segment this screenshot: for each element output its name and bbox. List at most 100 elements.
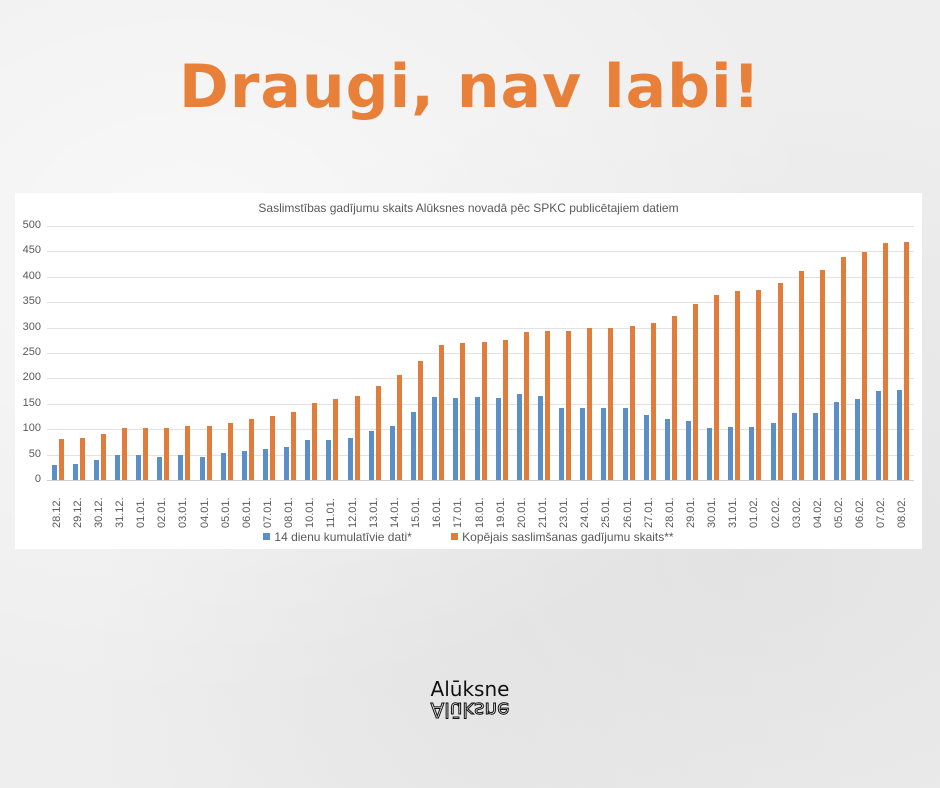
bar-14-day bbox=[537, 396, 543, 480]
x-tick-label: 02.01. bbox=[156, 497, 169, 528]
bar-total bbox=[122, 428, 127, 480]
bar-14-day bbox=[897, 390, 903, 480]
bar-total bbox=[206, 426, 212, 480]
gridline bbox=[47, 302, 914, 304]
x-tick-label: 03.01. bbox=[177, 497, 190, 528]
chart-panel: Saslimstības gadījumu skaits Alūksnes no… bbox=[15, 193, 922, 549]
bar-total bbox=[227, 422, 233, 480]
bar-total bbox=[248, 419, 254, 480]
bar-14-day bbox=[495, 398, 501, 480]
bar-total bbox=[396, 375, 402, 480]
bar-total bbox=[79, 437, 85, 480]
bar-total bbox=[418, 361, 424, 480]
x-tick-label: 26.01. bbox=[621, 497, 634, 528]
gridline bbox=[47, 403, 914, 405]
gridline bbox=[47, 378, 914, 380]
bar-14-day bbox=[580, 408, 586, 480]
bar-14-day bbox=[178, 455, 184, 480]
bar-14-day bbox=[389, 425, 395, 480]
x-tick-label: 20.01. bbox=[515, 497, 528, 528]
bar-total bbox=[819, 269, 825, 480]
logo-mirror-text: Alūksne bbox=[430, 698, 510, 723]
y-tick-label: 450 bbox=[22, 244, 41, 257]
bar-14-day bbox=[601, 407, 607, 480]
gridline bbox=[47, 251, 914, 253]
bar-total bbox=[481, 342, 487, 480]
bar-14-day bbox=[664, 419, 670, 480]
x-tick-label: 07.01. bbox=[262, 497, 275, 528]
bar-14-day bbox=[411, 412, 417, 480]
bar-14-day bbox=[284, 446, 290, 480]
y-tick-label: 200 bbox=[22, 371, 41, 384]
logo-text: Alūksne bbox=[430, 677, 510, 701]
bar-total bbox=[883, 243, 889, 480]
x-tick-label: 03.02. bbox=[790, 497, 803, 528]
bar-total bbox=[100, 433, 106, 480]
x-tick-label: 27.01. bbox=[642, 497, 655, 528]
bar-14-day bbox=[368, 431, 374, 480]
gridline bbox=[47, 429, 914, 431]
bar-total bbox=[904, 242, 910, 480]
bar-14-day bbox=[72, 464, 78, 480]
gridline bbox=[47, 226, 914, 227]
bar-14-day bbox=[559, 407, 565, 480]
bar-14-day bbox=[516, 393, 522, 480]
legend-item-total: Kopējais saslimšanas gadījumu skaits** bbox=[451, 530, 674, 544]
headline: Draugi, nav labi! bbox=[179, 52, 761, 122]
x-tick-label: 14.01. bbox=[388, 497, 401, 528]
x-tick-label: 07.02. bbox=[875, 497, 888, 528]
bar-total bbox=[164, 428, 170, 480]
bar-total bbox=[439, 344, 445, 480]
y-tick-label: 150 bbox=[22, 396, 41, 409]
x-tick-label: 13.01. bbox=[367, 497, 380, 528]
y-tick-label: 300 bbox=[22, 320, 41, 333]
bar-14-day bbox=[157, 457, 163, 480]
bar-total bbox=[291, 412, 297, 480]
x-tick-label: 29.01. bbox=[684, 497, 697, 528]
x-tick-label: 18.01. bbox=[473, 497, 486, 528]
gridline bbox=[47, 353, 914, 354]
bar-total bbox=[143, 427, 149, 480]
x-tick-label: 28.01. bbox=[663, 497, 676, 528]
x-tick-label: 08.02. bbox=[896, 497, 909, 528]
aluksne-logo: Alūksne Alūksne bbox=[420, 677, 520, 723]
x-tick-label: 06.02. bbox=[854, 497, 867, 528]
x-tick-label: 06.01. bbox=[240, 497, 253, 528]
x-tick-label: 21.01. bbox=[536, 497, 549, 528]
legend-item-14-day: 14 dienu kumulatīvie dati* bbox=[263, 530, 412, 544]
y-tick-label: 0 bbox=[34, 473, 41, 485]
x-tick-label: 29.12. bbox=[71, 497, 84, 528]
bar-14-day bbox=[643, 415, 649, 480]
bar-14-day bbox=[812, 412, 818, 480]
bar-total bbox=[354, 396, 360, 480]
gridline bbox=[47, 276, 914, 278]
bar-total bbox=[692, 304, 698, 480]
bar-14-day bbox=[93, 460, 99, 480]
chart-title: Saslimstības gadījumu skaits Alūksnes no… bbox=[258, 201, 679, 215]
bar-total bbox=[185, 426, 191, 480]
bar-14-day bbox=[749, 427, 755, 480]
bar-total bbox=[862, 251, 868, 480]
legend-label: 14 dienu kumulatīvie dati* bbox=[274, 530, 412, 544]
x-tick-label: 12.01. bbox=[346, 497, 359, 528]
x-tick-label: 30.01. bbox=[706, 497, 719, 528]
bar-14-day bbox=[241, 451, 247, 480]
legend-swatch-orange bbox=[451, 533, 459, 540]
bar-total bbox=[502, 339, 508, 480]
bar-14-day bbox=[728, 427, 734, 480]
x-tick-label: 24.01. bbox=[579, 497, 592, 528]
bar-total bbox=[629, 326, 635, 480]
bar-14-day bbox=[833, 401, 839, 480]
x-tick-label: 01.01. bbox=[135, 497, 148, 528]
chart-legend: 14 dienu kumulatīvie dati* Kopējais sasl… bbox=[15, 530, 922, 544]
x-tick-label: 19.01. bbox=[494, 497, 507, 528]
bar-total bbox=[58, 439, 64, 480]
x-tick-label: 04.02. bbox=[811, 497, 824, 528]
x-tick-label: 31.12. bbox=[114, 497, 126, 528]
bar-total bbox=[798, 270, 804, 480]
x-tick-label: 30.12. bbox=[92, 497, 105, 528]
bar-total bbox=[312, 402, 318, 480]
bar-14-day bbox=[474, 397, 480, 480]
bar-14-day bbox=[199, 456, 205, 480]
x-tick-label: 10.01. bbox=[304, 497, 317, 528]
